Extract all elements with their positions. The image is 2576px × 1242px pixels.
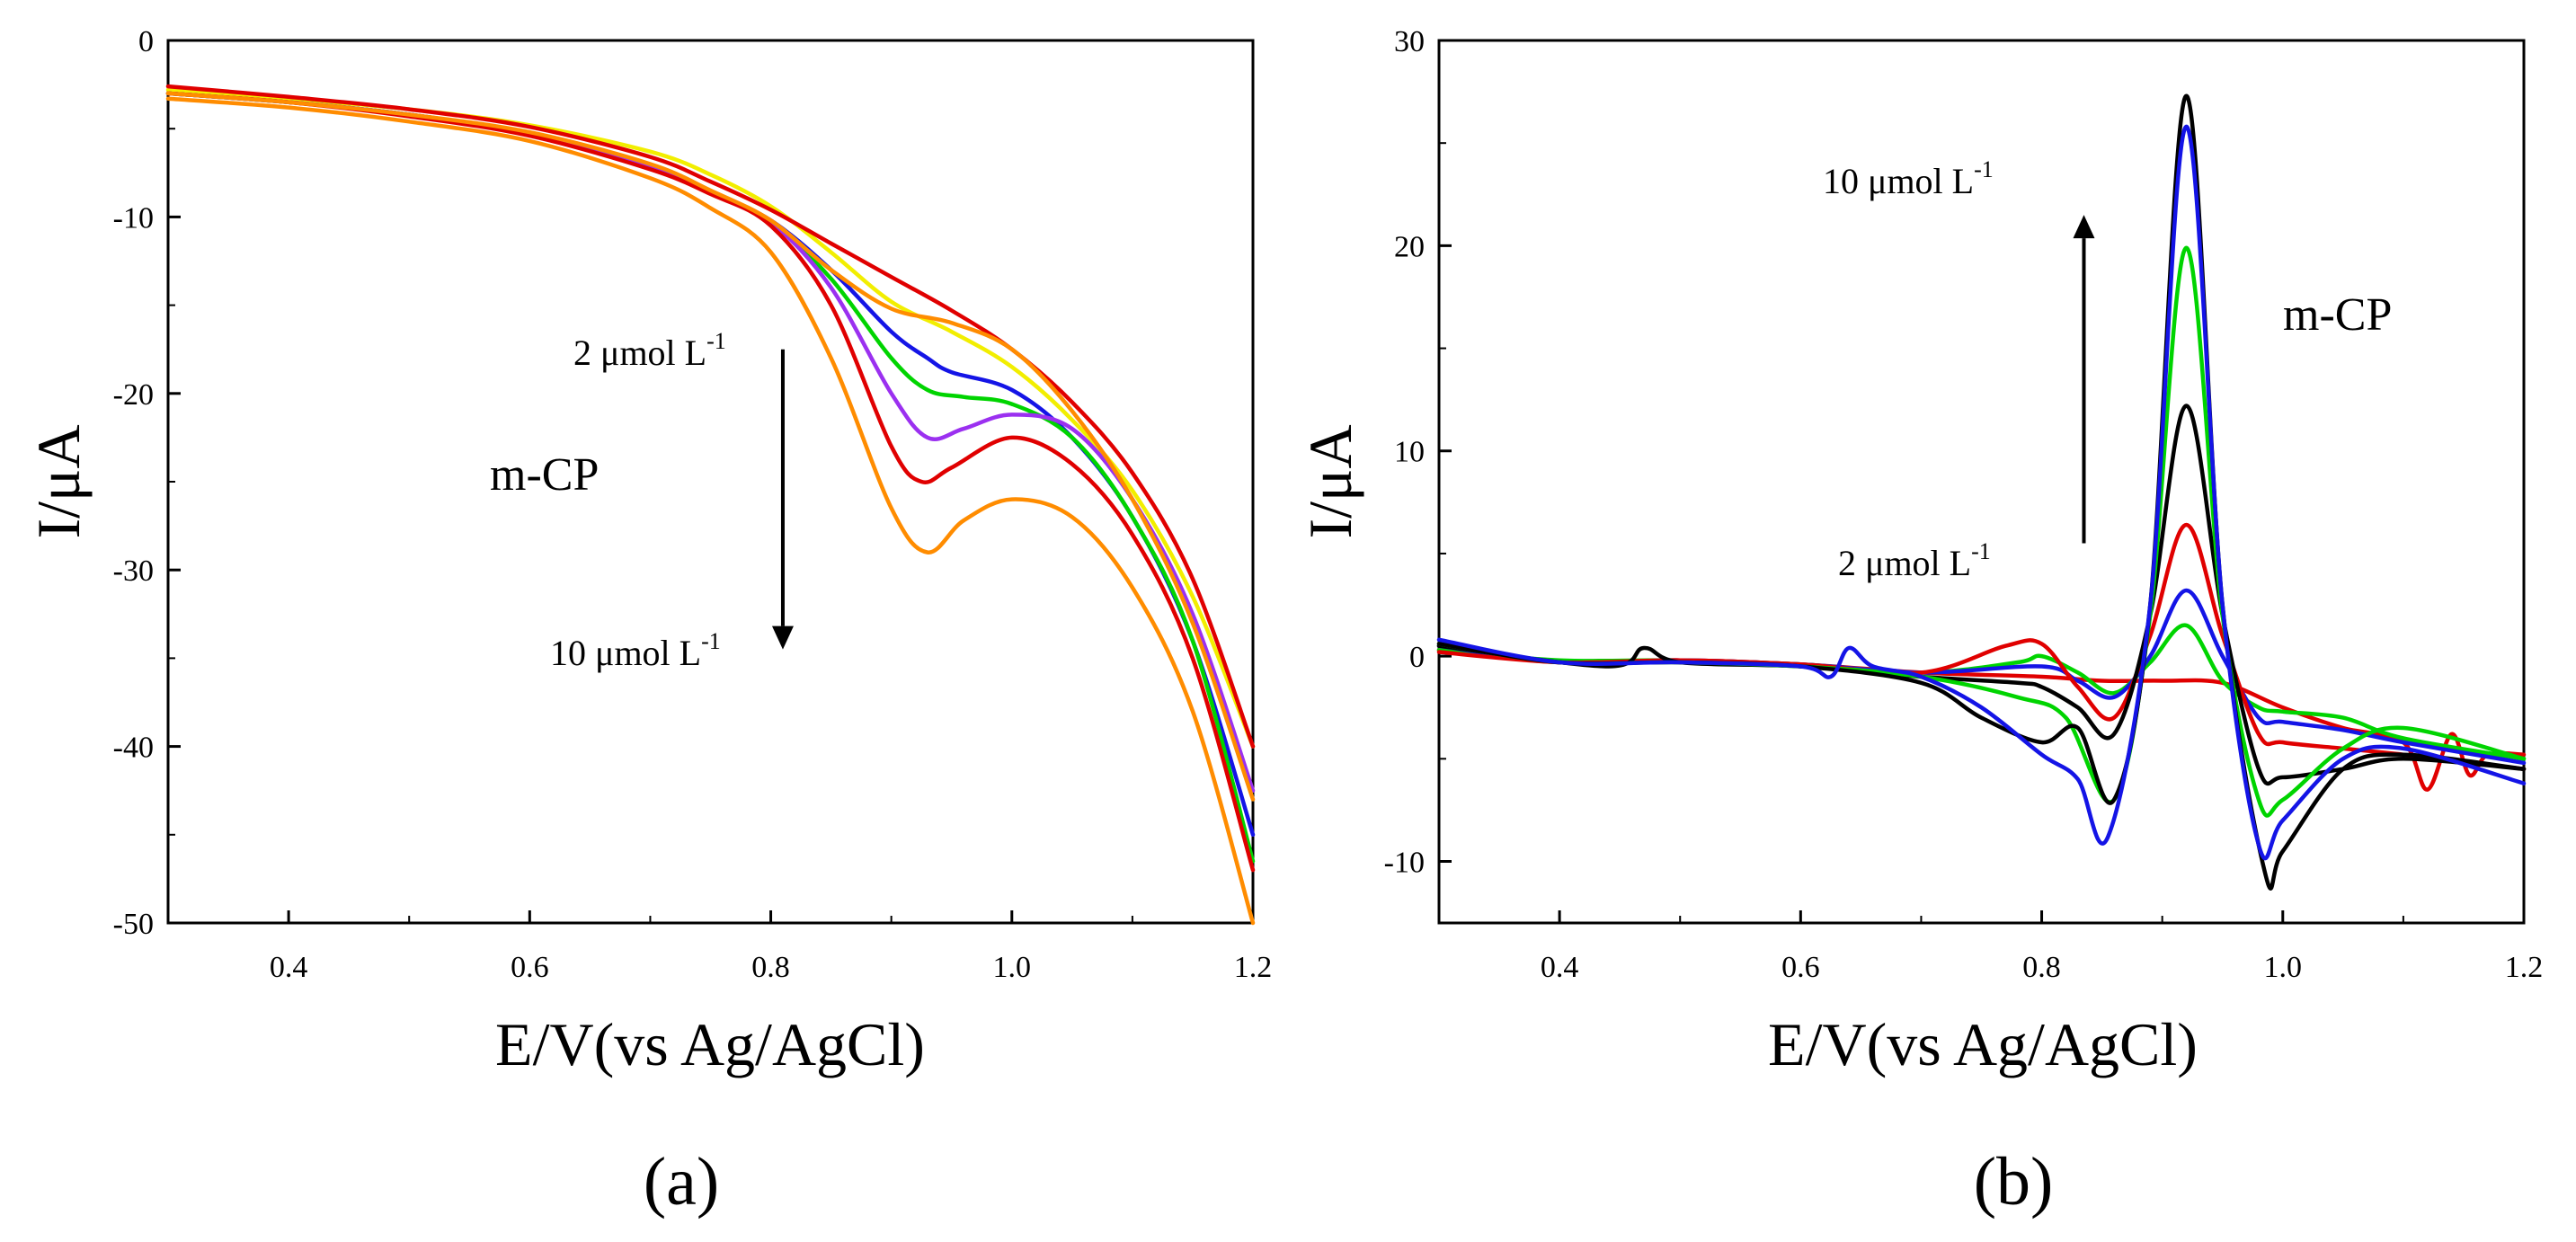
panel-label-b: (b) [1974,1144,2054,1220]
series-line-blue-high [1436,124,2527,861]
series-line-blue [165,91,1256,838]
x-tick-label: 0.8 [751,951,790,984]
y-tick-label: -50 [113,908,154,941]
y-tick-label: -20 [113,378,154,412]
y-tick-label: 0 [1409,641,1425,674]
y-tick-label: 20 [1394,230,1425,263]
panel-label-a: (a) [644,1144,719,1220]
x-tick-label: 0.4 [1541,951,1579,984]
analyte-label-b: m-CP [2283,289,2392,341]
x-tick-label: 1.0 [993,951,1032,984]
y-tick-label: -10 [113,201,154,235]
y-tick-label: 30 [1394,25,1425,58]
y-tick-label: 0 [138,25,154,58]
series-line-red-2 [165,91,1256,873]
series-line-purple [165,91,1256,793]
series-line-black-high [1436,93,2527,891]
start-conc-label-a: 2 μmol L-1 [573,328,726,373]
x-axis-title-a: E/V(vs Ag/AgCl) [495,1010,925,1078]
panel-a: 0.4 0.6 0.8 1.0 1.2 0 -10 -20 -30 -40 -50 E/V(vs A… [24,25,1272,1220]
x-tick-label: 1.2 [1234,951,1273,984]
trend-arrowhead-a [771,625,794,650]
analyte-label-a: m-CP [490,449,599,501]
plot-frame-b [1437,39,2526,925]
trend-arrowhead-b [2073,215,2095,239]
ticks-a: 0.4 0.6 0.8 1.0 1.2 0 -10 -20 -30 -40 -50 [113,25,1273,984]
x-axis-title-b: E/V(vs Ag/AgCl) [1768,1010,2198,1078]
y-tick-label: -30 [113,554,154,588]
x-tick-label: 1.2 [2505,951,2544,984]
x-tick-label: 0.8 [2022,951,2061,984]
series-line-orange-2 [165,91,1256,802]
curves-a [165,84,1256,926]
y-axis-title-a: I/μA [24,424,93,538]
panel-b: 0.4 0.6 0.8 1.0 1.2 30 20 10 0 -10 E/V(vs Ag/AgCl… [1296,25,2543,1220]
x-tick-label: 0.4 [270,951,308,984]
x-tick-label: 0.6 [1781,951,1820,984]
series-line-black-mid [1436,404,2527,786]
y-tick-label: -40 [113,732,154,765]
x-tick-label: 1.0 [2264,951,2303,984]
curves-b [1436,93,2527,891]
x-tick-label: 0.6 [511,951,549,984]
y-tick-label: 10 [1394,436,1425,469]
start-conc-label-b: 2 μmol L-1 [1838,538,1991,583]
series-line-red-1 [165,84,1256,749]
y-axis-title-b: I/μA [1296,424,1364,538]
end-conc-label-a: 10 μmol L-1 [550,628,721,673]
series-line-orange [165,96,1256,926]
y-tick-label: -10 [1384,846,1425,879]
end-conc-label-b: 10 μmol L-1 [1823,156,1994,201]
ticks-b: 0.4 0.6 0.8 1.0 1.2 30 20 10 0 -10 [1384,25,2544,984]
